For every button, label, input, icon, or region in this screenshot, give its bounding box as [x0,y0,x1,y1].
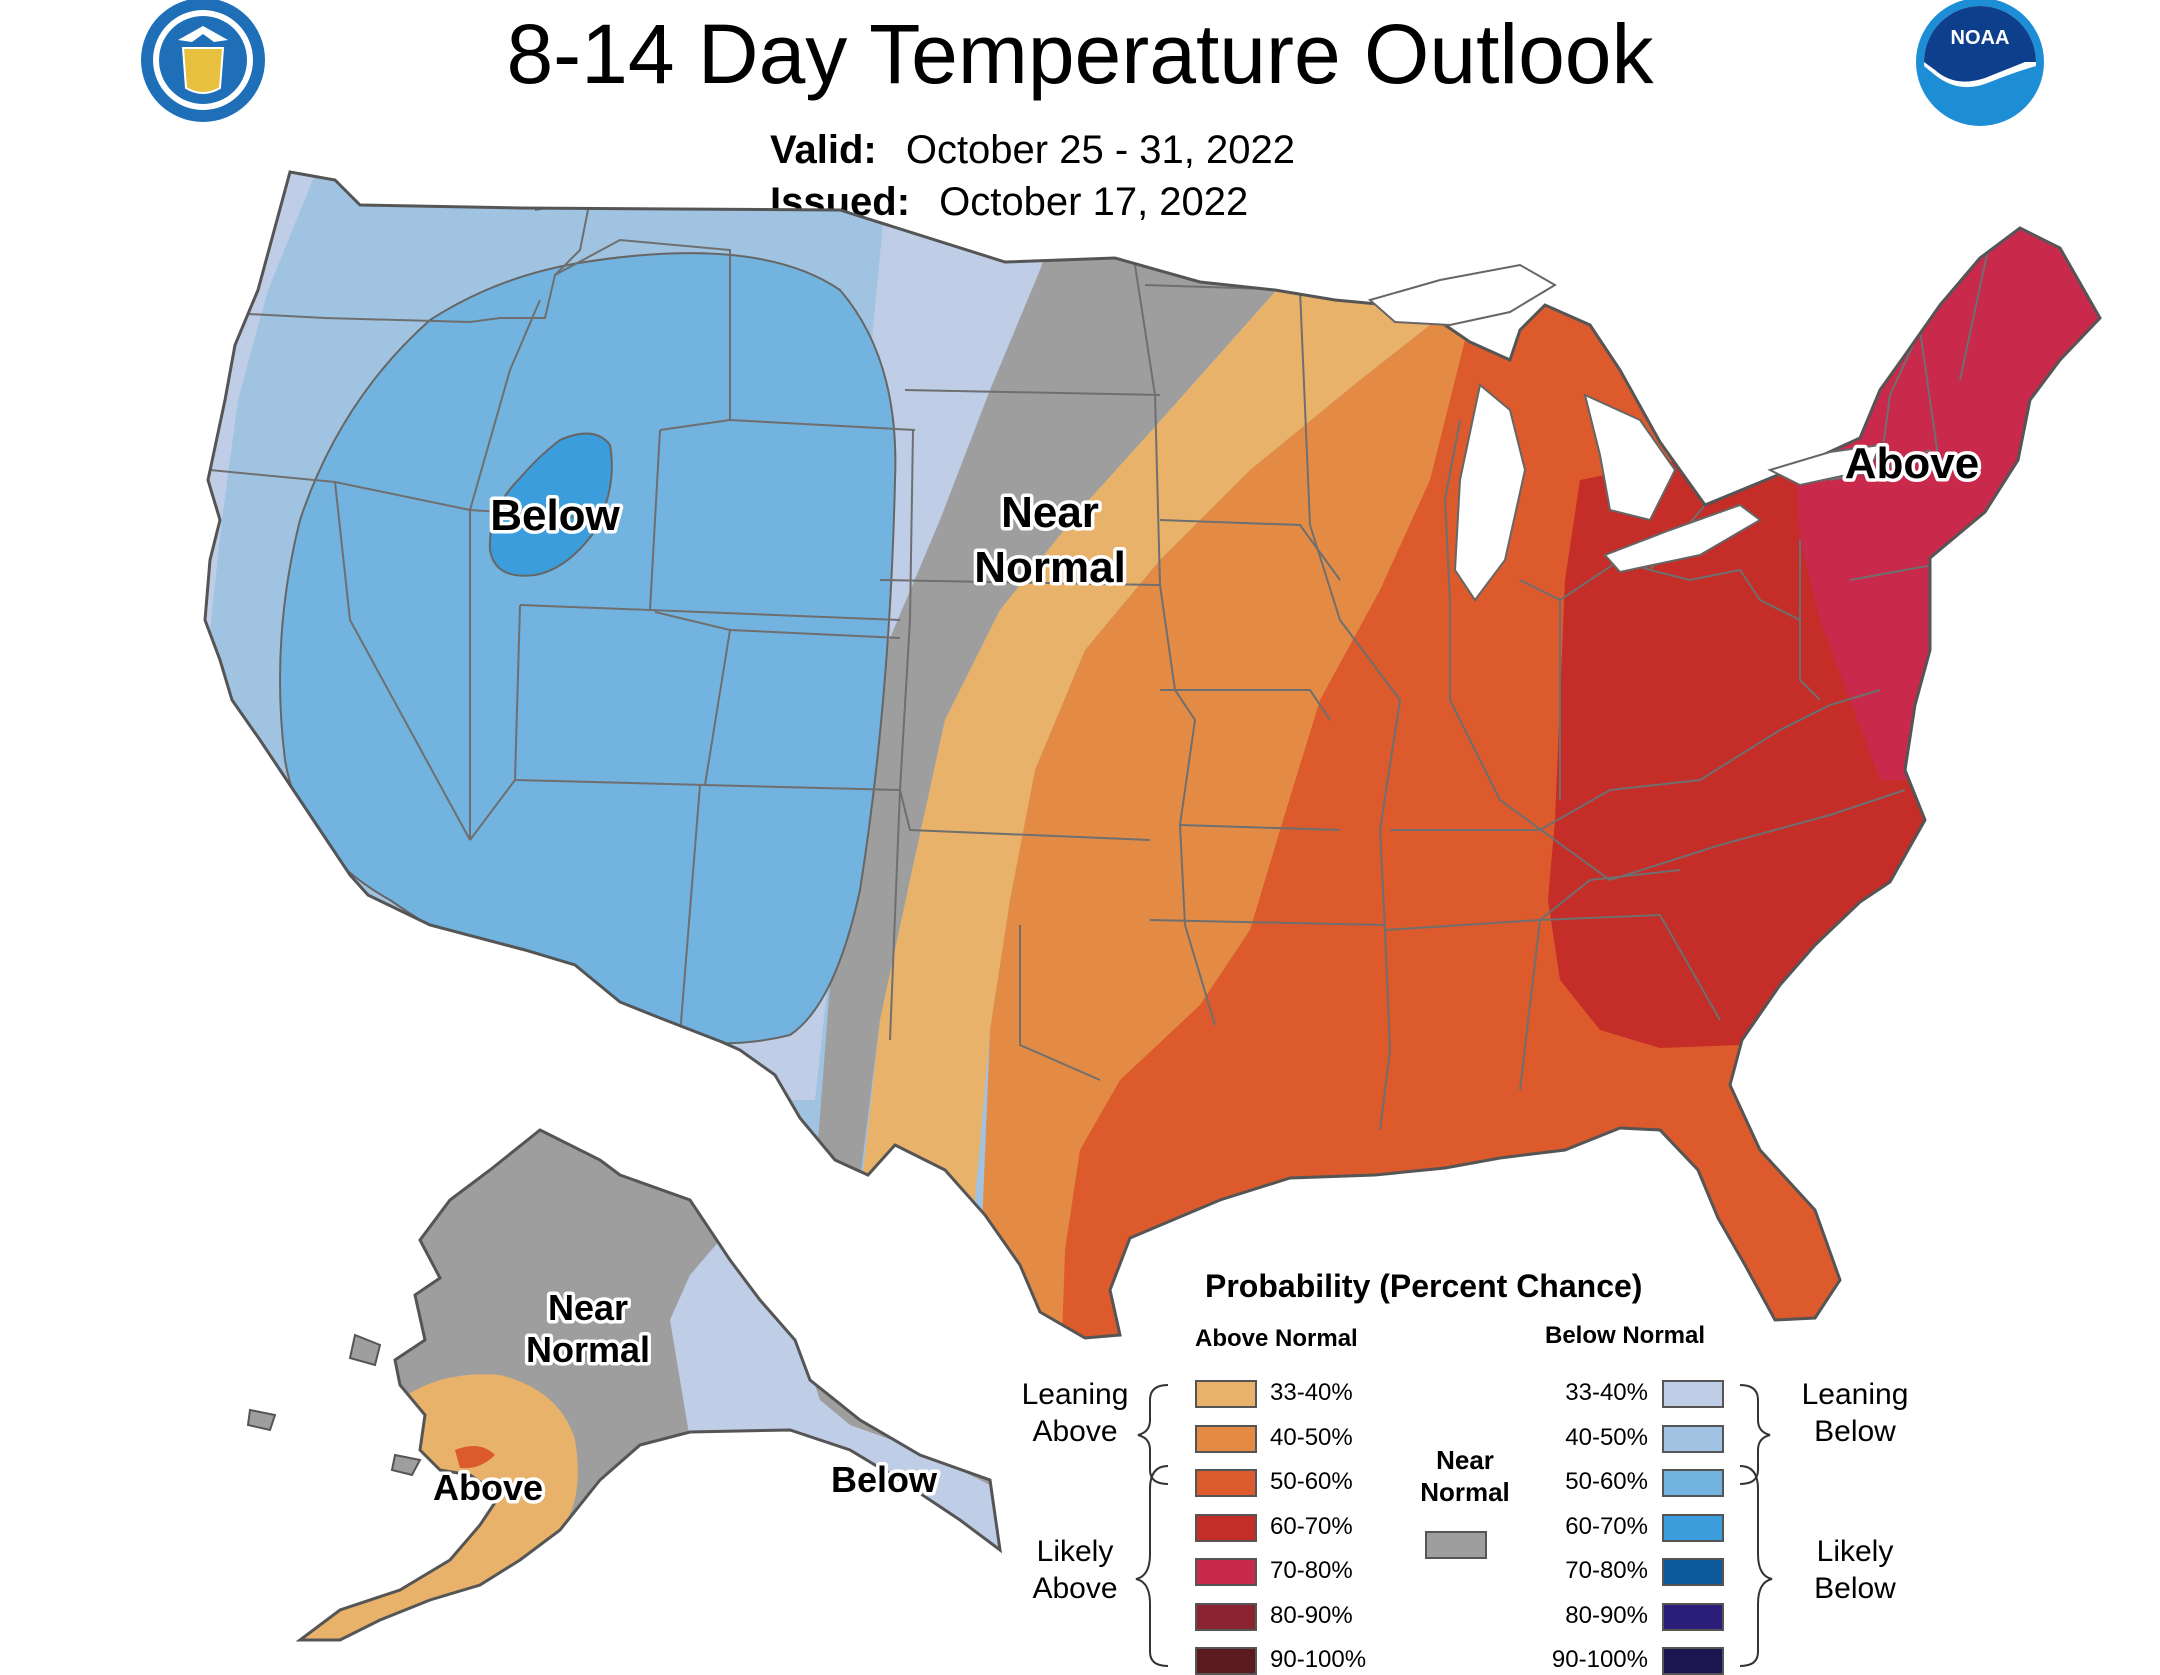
map-title: 8-14 Day Temperature Outlook [506,7,1654,101]
legend-below-range-label: 90-100% [1551,1646,1648,1673]
legend-below-swatch [1662,1647,1724,1675]
legend-below-swatch [1662,1513,1724,1542]
conus-outline [203,170,2102,1340]
legend-above-range-label: 70-80% [1270,1557,1353,1584]
noaa-logo-text: NOAA [1951,27,2010,49]
legend-above-swatch [1195,1513,1257,1542]
near-normal-line1: Near [1436,1445,1494,1475]
likely-below-line2: Below [1814,1572,1896,1605]
noaa-logo-icon: NOAA [1916,0,2044,126]
legend-below-range-label: 40-50% [1565,1423,1648,1451]
label-ak-near-1: Near [548,1287,628,1328]
legend-above-swatch [1195,1602,1257,1631]
leaning-below-line2: Below [1814,1415,1896,1448]
leaning-above-line2: Above [1032,1415,1118,1448]
legend-above-swatch [1195,1380,1257,1408]
legend-above-swatch [1195,1558,1257,1586]
likely-above-line1: Likely [1036,1535,1114,1568]
leaning-above-line1: Leaning [1021,1378,1129,1411]
legend-near-normal-label: Near Normal [1415,1444,1515,1508]
legend-braces [1135,1384,1773,1667]
legend-below-range-label: 80-90% [1565,1601,1648,1629]
legend-above-swatch [1195,1469,1257,1497]
legend-likely-above: Likely Above [1010,1533,1140,1607]
legend-below-swatch [1662,1424,1724,1453]
likely-below-line1: Likely [1816,1535,1894,1568]
legend-below-swatch [1662,1469,1724,1497]
legend-above-swatch [1195,1424,1257,1453]
doc-seal-icon [141,0,265,122]
valid-value: October 25 - 31, 2022 [905,128,1295,172]
valid-label: Valid: [770,128,877,172]
legend-likely-below: Likely Below [1790,1533,1920,1607]
legend-above-range-label: 90-100% [1270,1646,1367,1673]
legend-above-swatch [1195,1647,1257,1675]
legend-leaning-below: Leaning Below [1790,1376,1920,1450]
legend-above-range-label: 80-90% [1270,1601,1353,1629]
label-near-normal-1: Near [1001,488,1099,537]
label-ak-below: Below [831,1459,938,1500]
legend-above-range-label: 40-50% [1270,1423,1353,1451]
legend-below-swatch [1662,1602,1724,1631]
valid-line: Valid: October 25 - 31, 2022 [770,128,1295,173]
label-below: Below [490,491,620,540]
label-ak-above: Above [433,1467,543,1508]
label-near-normal-2: Normal [974,543,1126,592]
legend-above-range-label: 33-40% [1270,1379,1353,1406]
alaska-outline [295,1128,1002,1642]
legend-below-swatch [1662,1558,1724,1586]
label-ak-near-2: Normal [526,1329,650,1370]
legend-below-range-label: 33-40% [1565,1379,1648,1406]
alaska-islands [246,1333,422,1477]
legend-below-range-label: 50-60% [1565,1468,1648,1495]
legend-below-range-label: 60-70% [1565,1512,1648,1540]
legend-below-swatch [1662,1380,1724,1408]
great-lakes [1367,263,1882,602]
legend-above-range-label: 60-70% [1270,1512,1353,1540]
near-normal-line2: Normal [1420,1477,1510,1507]
map-region-labels: Below Near Normal Above Near Normal Abov… [429,436,1982,1512]
alaska-map [300,1130,1000,1640]
likely-above-line2: Above [1032,1572,1118,1605]
issued-value: October 17, 2022 [939,180,1249,224]
legend-near-normal-swatch [1425,1531,1487,1559]
label-above: Above [1845,439,1979,488]
legend-below-range-label: 70-80% [1565,1557,1648,1584]
leaning-below-line1: Leaning [1801,1378,1909,1411]
legend-title: Probability (Percent Chance) [1205,1268,1643,1304]
legend-leaning-above: Leaning Above [1010,1376,1140,1450]
legend-above-range-label: 50-60% [1270,1468,1353,1495]
legend-above-header: Above Normal [1195,1325,1358,1352]
legend-below-header: Below Normal [1545,1322,1706,1349]
